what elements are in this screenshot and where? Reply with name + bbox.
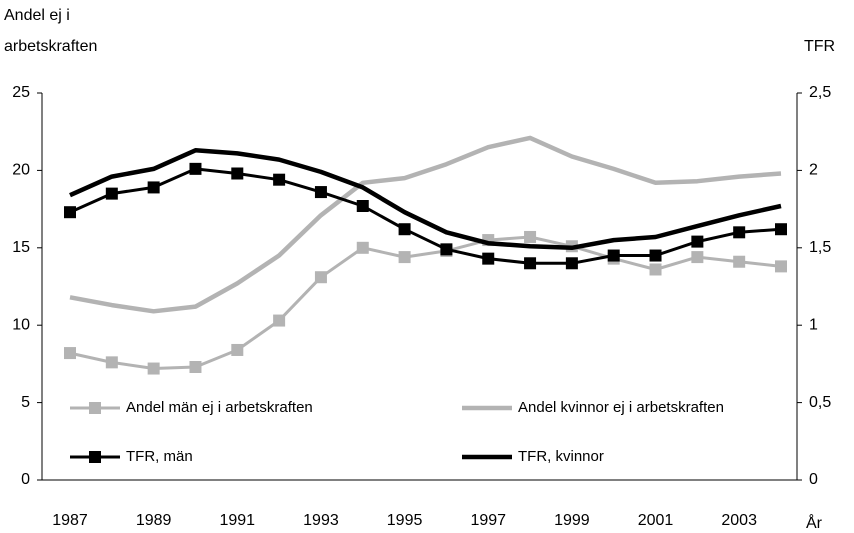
marker (607, 249, 620, 262)
x-tick-label: 1987 (52, 512, 88, 529)
marker (524, 230, 537, 243)
marker (733, 226, 746, 239)
legend-marker (89, 402, 101, 414)
marker (398, 223, 411, 236)
y2-tick-label: 2,5 (809, 84, 831, 101)
marker (105, 187, 118, 200)
x-tick-label: 1991 (219, 512, 255, 529)
marker (775, 223, 787, 236)
marker (691, 235, 704, 248)
marker (440, 243, 453, 256)
legend-marker (89, 451, 101, 463)
y2-tick-label: 0,5 (809, 394, 831, 411)
marker (314, 271, 327, 284)
y-tick-label: 25 (12, 84, 30, 101)
series-line (69, 167, 782, 265)
series-line (69, 135, 782, 314)
marker (356, 241, 369, 254)
marker (231, 343, 244, 356)
y2-tick-label: 2 (809, 162, 818, 179)
marker (189, 360, 202, 373)
x-tick-label: 1999 (554, 512, 590, 529)
marker (565, 257, 578, 270)
y-tick-label: 10 (12, 316, 30, 333)
y2-axis-label: TFR (804, 38, 835, 55)
y2-tick-label: 0 (809, 471, 818, 488)
marker (64, 347, 76, 360)
marker (775, 260, 787, 273)
y-tick-label: 0 (21, 471, 30, 488)
marker (189, 162, 202, 175)
y-tick-label: 15 (12, 239, 30, 256)
x-tick-label: 1993 (303, 512, 339, 529)
marker (356, 200, 369, 213)
x-tick-label: 2001 (638, 512, 674, 529)
y-tick-label: 5 (21, 394, 30, 411)
marker (314, 186, 327, 199)
x-tick-label: 1997 (470, 512, 506, 529)
marker (273, 173, 286, 186)
marker (649, 249, 662, 262)
marker (273, 314, 286, 327)
y2-tick-label: 1,5 (809, 239, 831, 256)
marker (649, 263, 662, 276)
marker (64, 206, 76, 219)
x-tick-label: 1995 (387, 512, 423, 529)
y2-tick-label: 1 (809, 316, 818, 333)
marker (398, 251, 411, 264)
marker (524, 257, 537, 270)
y-tick-label: 20 (12, 162, 30, 179)
x-axis-label: År (806, 513, 823, 532)
legend-label: TFR, kvinnor (518, 448, 604, 465)
y-axis-label: arbetskraften (4, 38, 97, 55)
legend-label: TFR, män (126, 448, 193, 465)
marker (733, 255, 746, 268)
marker (147, 362, 160, 375)
marker (231, 167, 244, 180)
series-line (69, 235, 782, 370)
marker (105, 356, 118, 369)
x-tick-label: 1989 (136, 512, 172, 529)
legend-label: Andel kvinnor ej i arbetskraften (518, 399, 724, 416)
y-axis-label: Andel ej i (4, 7, 70, 24)
legend-label: Andel män ej i arbetskraften (126, 399, 313, 416)
marker (691, 251, 704, 264)
marker (147, 181, 160, 194)
x-tick-label: 2003 (721, 512, 757, 529)
marker (482, 252, 495, 265)
series-line (69, 148, 782, 251)
